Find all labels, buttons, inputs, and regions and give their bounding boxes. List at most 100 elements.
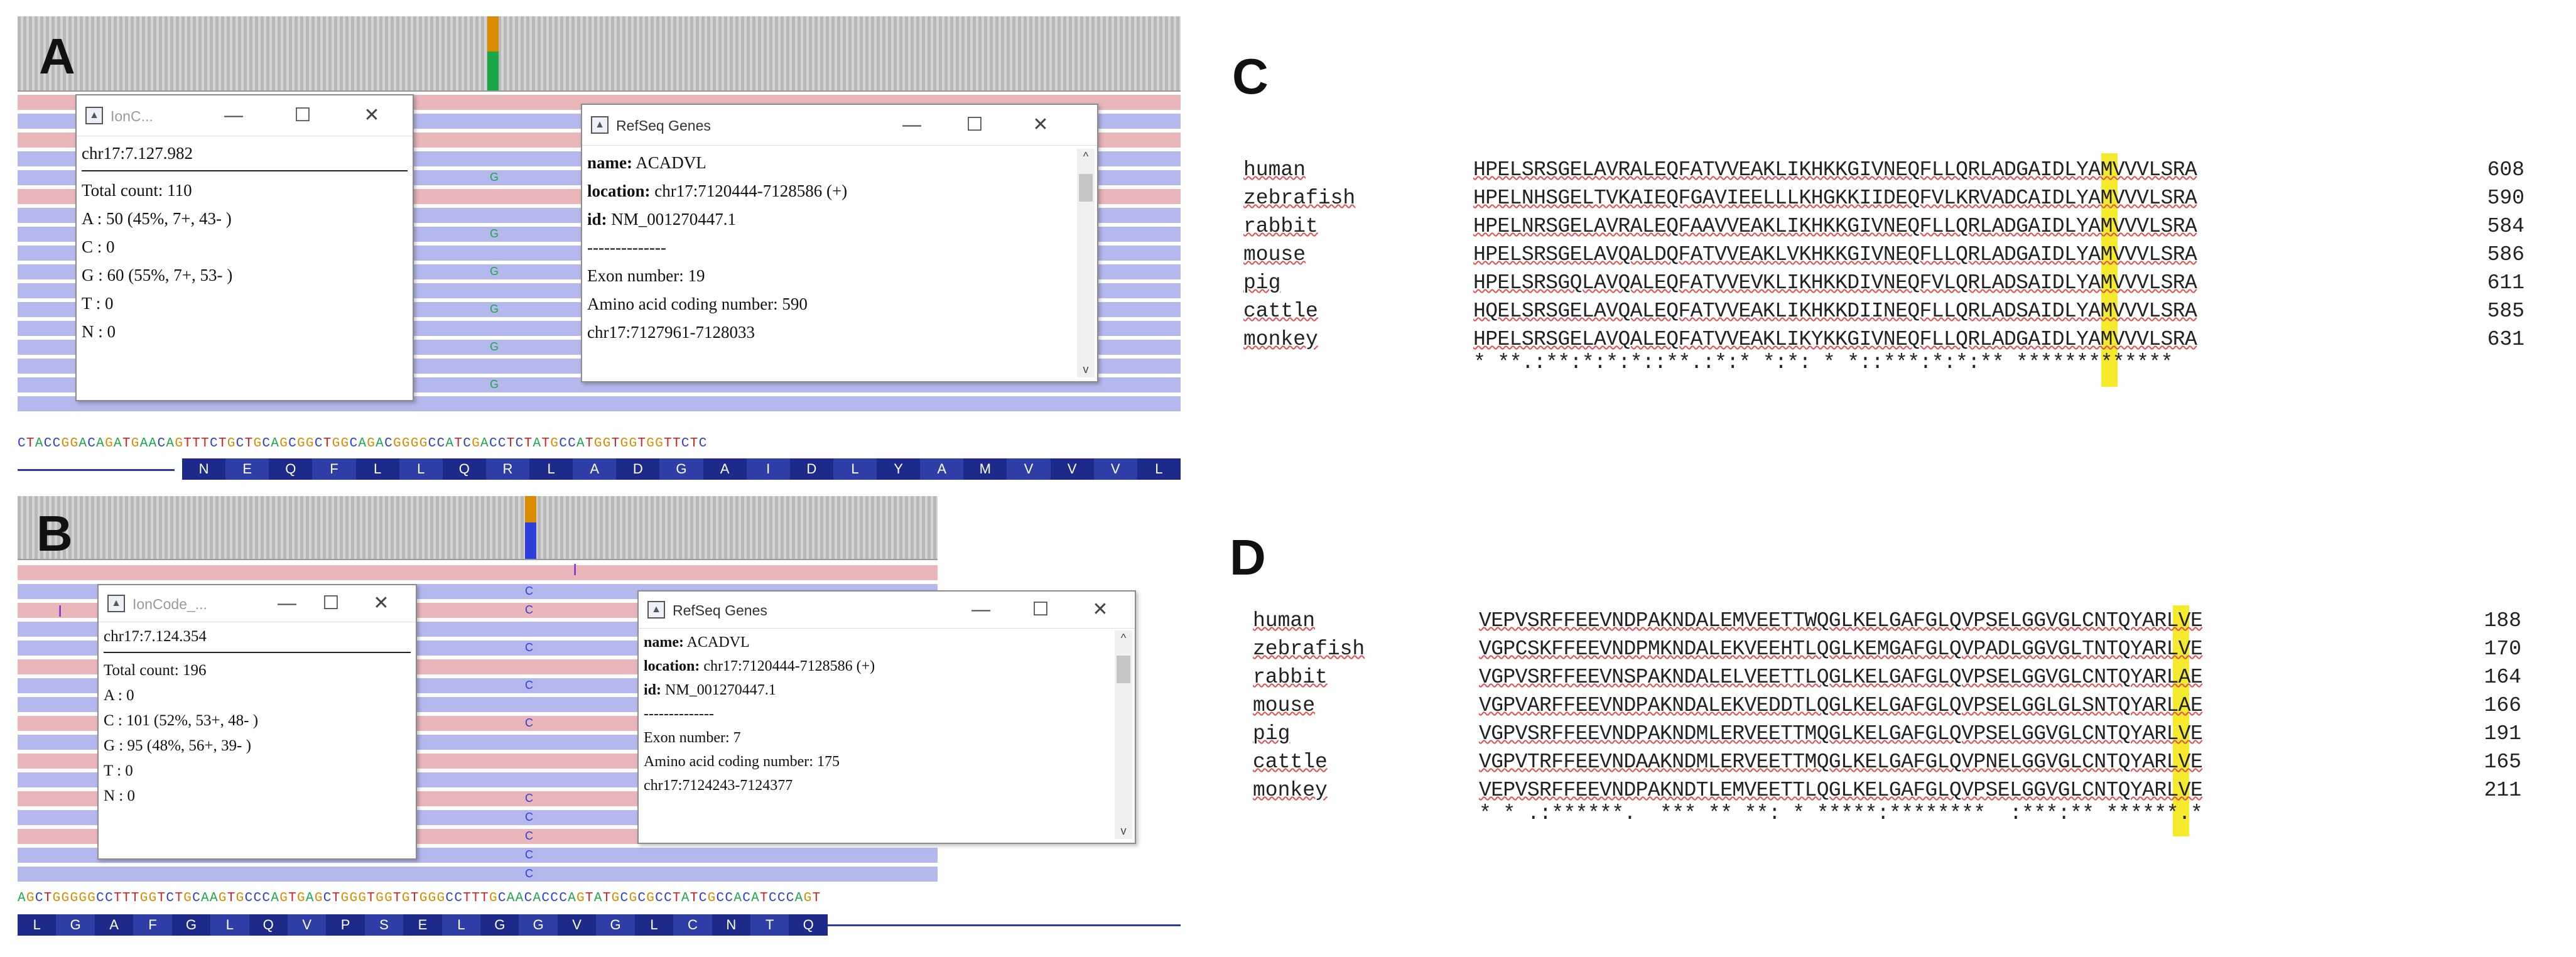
species-name: zebrafish [1243,187,1356,210]
alignment-row: rabbit VGPVSRFFEEVNSPAKNDALELVEETTLQGLKEL… [1253,663,2546,691]
alignment-row: rabbit HPELNRSGELAVRALEQFAAVVEAKLIKHKKGIV… [1243,212,2550,241]
aligned-read[interactable] [18,565,938,580]
location-label: location: [587,181,651,200]
scroll-down-arrow[interactable]: v [1083,363,1089,376]
reference-base: A [376,436,385,451]
transcript-id: NM_001270447.1 [611,210,737,229]
popup-titlebar[interactable]: ▲ RefSeq Genes — ☐ ✕ [582,105,1097,146]
popup-title: IonCode_... [133,596,207,612]
reference-base: A [533,436,542,451]
protein-sequence: VGPVARFFEEVNDPAKNDALEKVEDDTLQGLKELGAFGLQ… [1479,694,2203,717]
reference-base: C [716,891,725,906]
maximize-button[interactable]: ☐ [966,114,983,135]
alignment-row: cattle HQELSRSGELAVQALEQFATVVEAKLIKHKKDII… [1243,297,2550,325]
popup-titlebar[interactable]: ▲ IonCode_... — ☐ ✕ [99,585,416,622]
reference-base: C [559,891,568,906]
reference-base: G [70,891,79,906]
reference-base: T [244,436,254,451]
maximize-button[interactable]: ☐ [1032,599,1049,620]
amino-acid: V [1050,458,1094,480]
reference-base: T [122,891,131,906]
reference-base: G [576,891,585,906]
maximize-button[interactable]: ☐ [294,105,311,126]
amino-acid: A [703,458,747,480]
reference-base: G [183,891,193,906]
residue-number: 586 [2487,243,2525,266]
reference-base: A [96,436,106,451]
alignment-row: monkey HPELSRSGELAVQALEQFATVVEAKLIKYKKGIV… [1243,325,2550,354]
reference-base: T [43,891,53,906]
reference-base: G [314,891,323,906]
reference-base: C [323,891,332,906]
popup-scrollbar[interactable]: ^ v [1077,149,1095,377]
minimize-button[interactable]: — [278,593,296,614]
minimize-button[interactable]: — [224,105,243,126]
reference-base: C [550,891,560,906]
mismatch-base: C [525,811,533,823]
minimize-button[interactable]: — [971,599,990,620]
reference-sequence-a: CTACCGGACAGATGAACAGTTTCTGCTGCAGCGGCTGGCA… [18,436,708,452]
reference-base: T [175,891,184,906]
reference-base: C [235,436,245,451]
scroll-up-arrow[interactable]: ^ [1120,632,1127,644]
close-button[interactable]: ✕ [364,105,380,126]
refseq-popup-a[interactable]: ▲ RefSeq Genes — ☐ ✕ name: ACADVL locati… [581,104,1098,382]
reference-base: G [218,891,227,906]
reference-base: G [655,436,664,451]
panel-label-b: B [36,506,73,561]
popup-titlebar[interactable]: ▲ RefSeq Genes — ☐ ✕ [639,592,1135,629]
reference-base: C [559,436,568,451]
id-label: id: [587,210,607,229]
popup-scrollbar[interactable]: ^ v [1115,630,1132,839]
scroll-thumb[interactable] [1117,656,1130,683]
reference-base: C [436,436,446,451]
amino-acid: D [789,458,833,480]
consensus-line: * * .:******. *** ** **: * *****:*******… [1479,802,2203,825]
count-g: G : 95 (48%, 56+, 39- ) [104,737,251,754]
amino-acid: N [712,914,751,936]
species-name: pig [1253,722,1291,745]
amino-acid: E [225,458,269,480]
variant-coverage-bar-b[interactable] [525,496,536,559]
reference-base: C [698,436,708,451]
residue-number: 166 [2484,694,2521,717]
mismatch-base: C [525,848,533,861]
reference-base: T [541,436,551,451]
reference-base: A [201,891,210,906]
scroll-down-arrow[interactable]: v [1120,825,1127,837]
maximize-button[interactable]: ☐ [322,593,340,614]
reference-base: C [655,891,664,906]
reference-base: T [367,891,376,906]
reference-base: G [332,436,341,451]
popup-titlebar[interactable]: ▲ IonC... — ☐ ✕ [77,95,413,136]
reference-base: C [637,891,647,906]
amino-acid: A [94,914,134,936]
reference-base: G [87,891,97,906]
reference-base: C [253,891,262,906]
close-button[interactable]: ✕ [373,593,389,614]
protein-sequence: VGPVSRFFEEVNSPAKNDALELVEETTLQGLKELGAFGLQ… [1479,666,2203,689]
close-button[interactable]: ✕ [1032,114,1049,135]
reference-base: T [664,436,673,451]
reference-base: T [672,891,681,906]
residue-number: 170 [2484,637,2521,661]
panel-label-c: C [1232,48,1269,104]
coverage-popup-b[interactable]: ▲ IonCode_... — ☐ ✕ chr17:7.124.354 Tota… [97,584,417,860]
reference-base: A [271,891,280,906]
scroll-up-arrow[interactable]: ^ [1083,150,1089,163]
reference-base: G [175,436,184,451]
coverage-popup-a[interactable]: ▲ IonC... — ☐ ✕ chr17:7.127.982 Total co… [75,94,414,401]
refseq-popup-b[interactable]: ▲ RefSeq Genes — ☐ ✕ name: ACADVL locati… [637,590,1136,844]
coverage-track-b [18,496,938,560]
divider [104,652,411,653]
reference-base: C [524,891,533,906]
mismatch-base: C [525,679,533,691]
variant-coverage-bar-a[interactable] [487,16,499,90]
reference-base: G [297,436,306,451]
reference-base: T [227,891,236,906]
close-button[interactable]: ✕ [1092,599,1108,620]
aligned-read[interactable] [18,867,938,882]
minimize-button[interactable]: — [902,114,921,135]
reference-base: G [620,436,629,451]
scroll-thumb[interactable] [1079,174,1093,202]
